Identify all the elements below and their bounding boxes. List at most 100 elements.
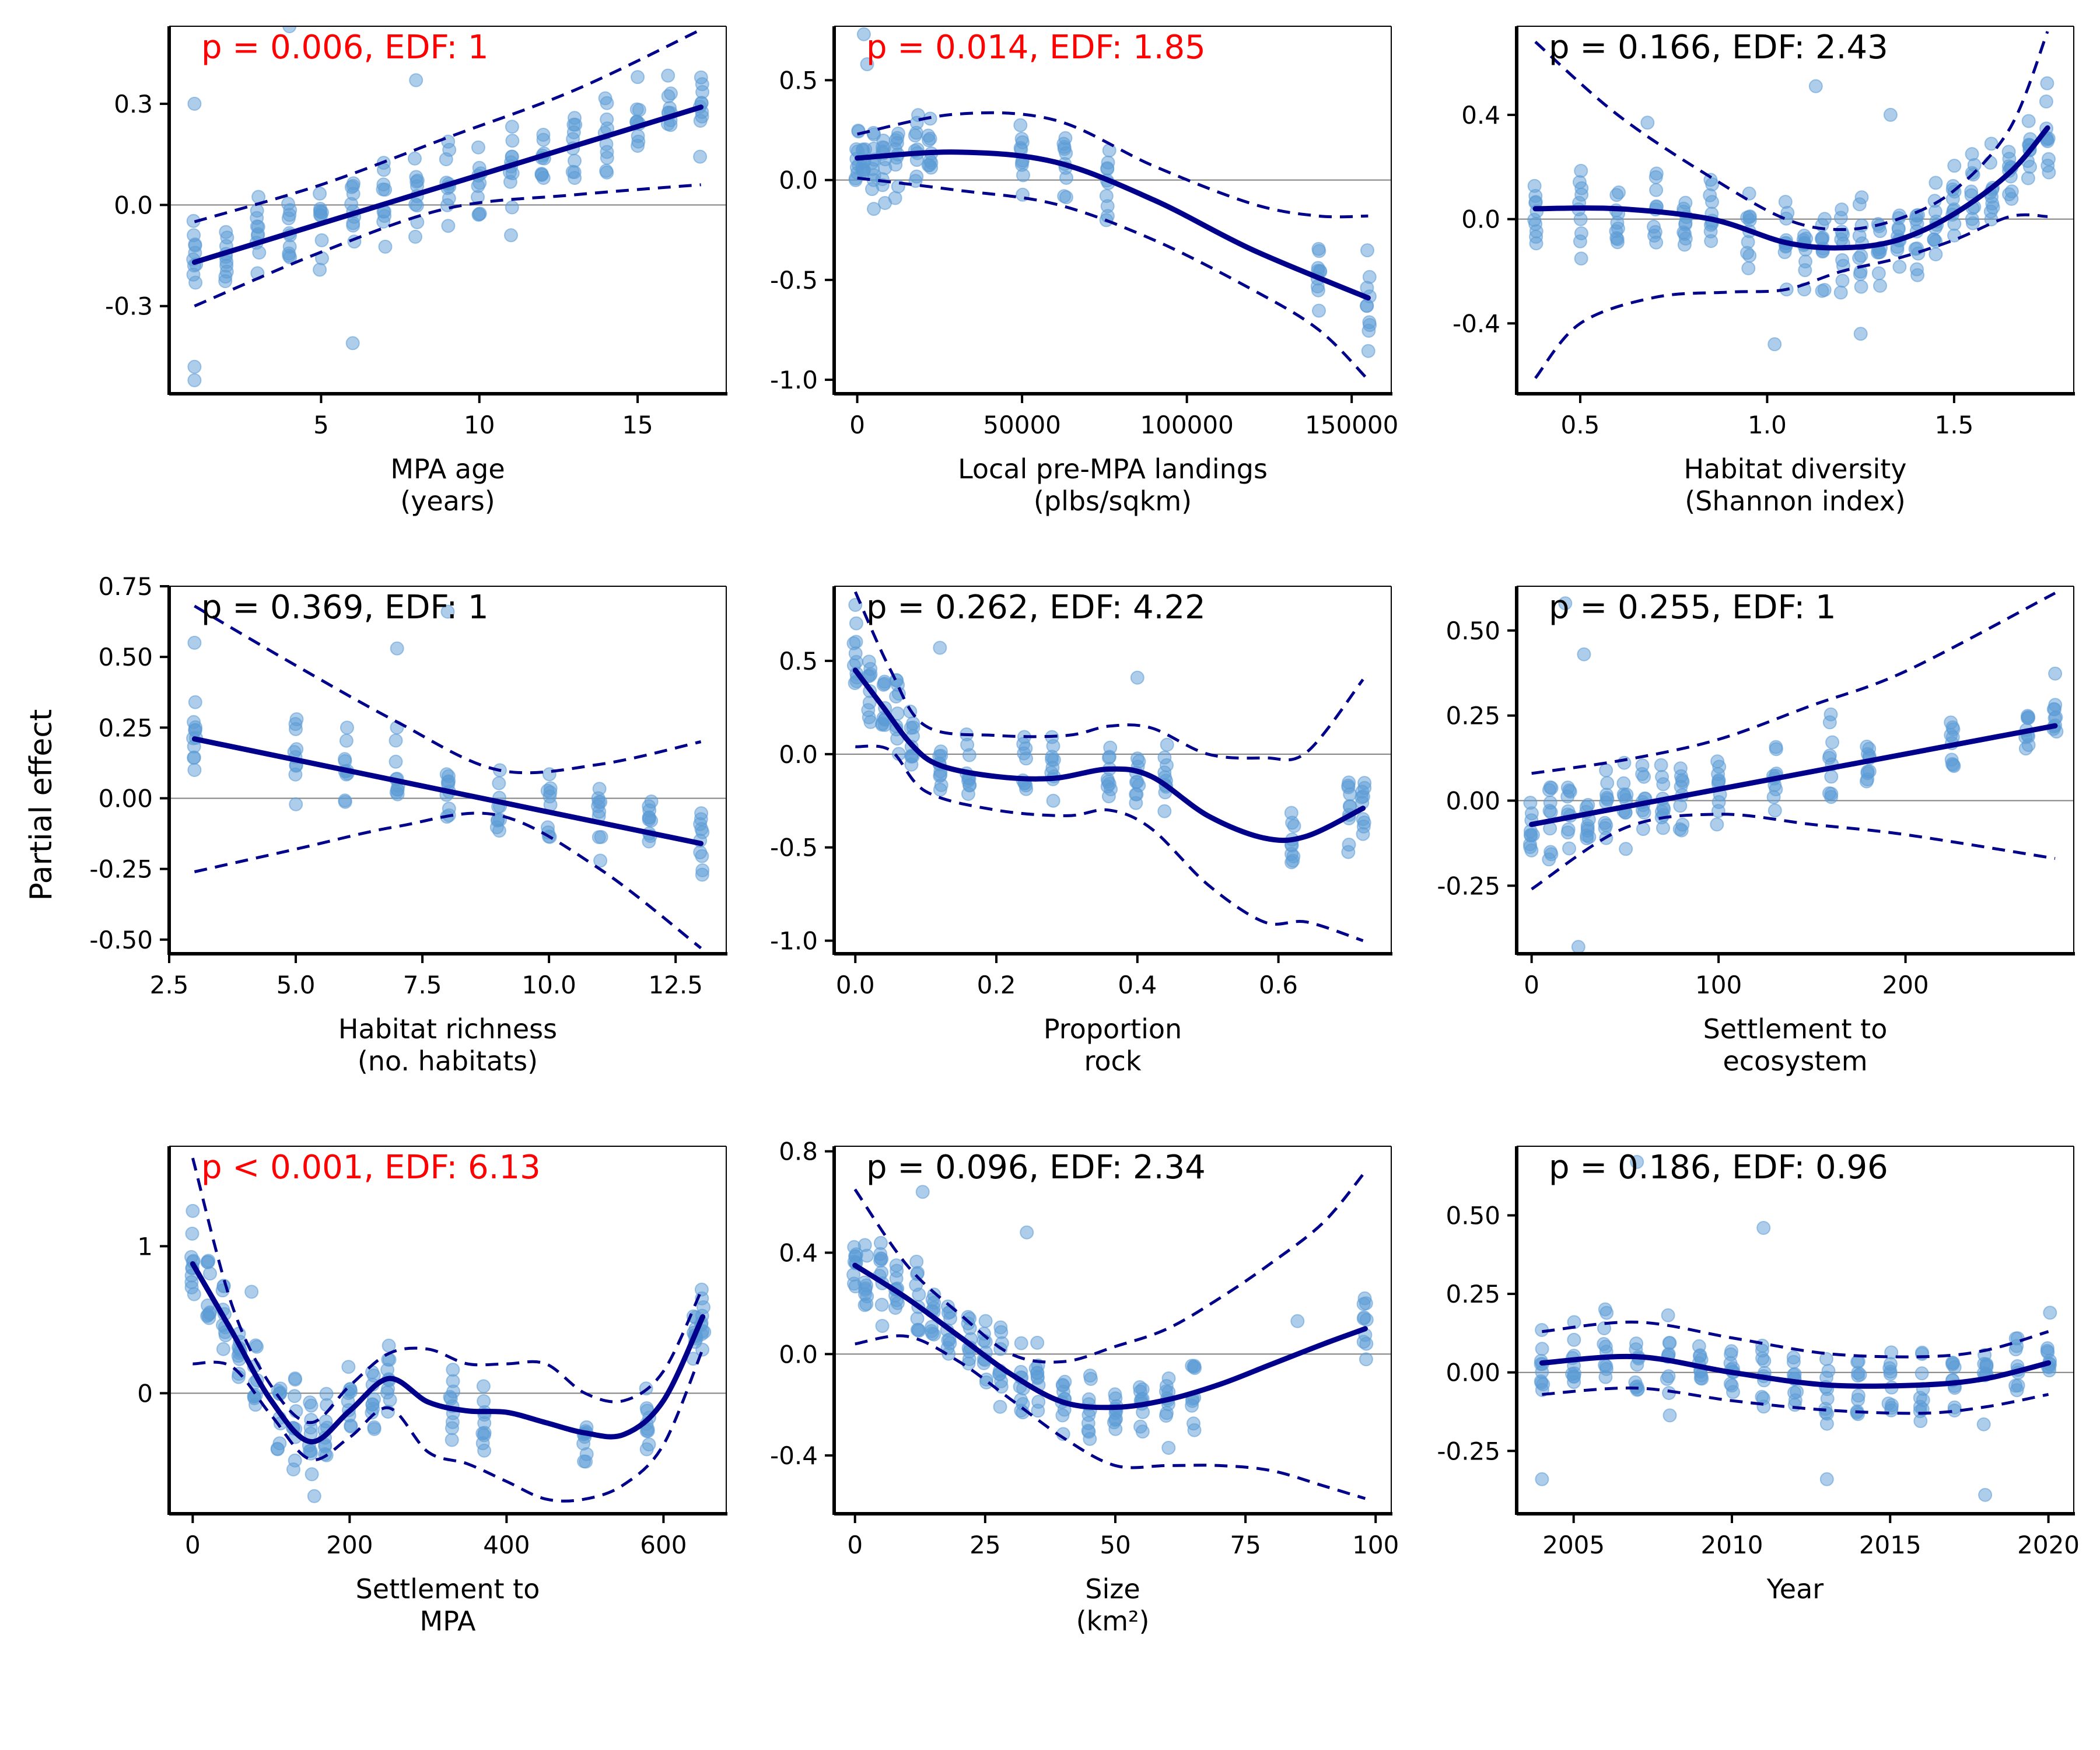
residual-point bbox=[367, 1392, 381, 1406]
residual-point bbox=[693, 845, 708, 860]
residual-point bbox=[632, 103, 646, 117]
residual-point bbox=[1915, 1366, 1929, 1381]
residual-point bbox=[1911, 246, 1926, 261]
residual-point bbox=[187, 635, 202, 650]
residual-point bbox=[1130, 670, 1144, 685]
panel-5: 0.0 0.2 0.4 0.6 -1.0 -0.5 0.0 0.5 Proportionrock… bbox=[770, 586, 1392, 1077]
residual-point bbox=[568, 171, 582, 185]
residual-points bbox=[846, 1185, 1374, 1455]
residual-point bbox=[1883, 1357, 1898, 1371]
residual-point bbox=[865, 162, 880, 176]
panel-3: 0.5 1.0 1.5 -0.4 0.0 0.4 Habitat diversity(Sha… bbox=[1452, 26, 2075, 517]
residual-point bbox=[1944, 728, 1958, 742]
residual-point bbox=[1808, 79, 1823, 93]
y-tick-label: 0.4 bbox=[779, 1238, 818, 1267]
global-y-axis-label: Partial effect bbox=[24, 709, 59, 901]
residual-point bbox=[338, 752, 352, 766]
residual-point bbox=[187, 715, 201, 729]
residual-point bbox=[340, 720, 354, 735]
residual-point bbox=[2021, 710, 2036, 724]
residual-point bbox=[1740, 246, 1754, 260]
residual-point bbox=[1695, 1371, 1709, 1386]
residual-point bbox=[282, 208, 297, 222]
residual-point bbox=[289, 722, 303, 736]
x-tick-label: 2010 bbox=[1701, 1531, 1763, 1559]
residual-point bbox=[927, 1327, 941, 1342]
residual-point bbox=[1108, 1422, 1123, 1436]
residual-point bbox=[593, 794, 608, 809]
residual-point bbox=[1359, 1296, 1373, 1311]
residual-point bbox=[1662, 1408, 1677, 1423]
x-tick-label: 0 bbox=[849, 411, 865, 439]
residual-point bbox=[889, 1258, 904, 1273]
residual-point bbox=[270, 1441, 285, 1456]
residual-point bbox=[1710, 754, 1725, 769]
residual-point bbox=[1661, 1308, 1675, 1322]
residual-point bbox=[1822, 786, 1836, 800]
x-tick-label: 0 bbox=[1524, 971, 1539, 999]
residual-point bbox=[1649, 183, 1664, 197]
x-axis-title: Habitat diversity bbox=[1684, 453, 1906, 485]
residual-point bbox=[380, 1363, 395, 1377]
residual-point bbox=[1160, 1406, 1174, 1420]
y-tick-label: 0.00 bbox=[1446, 1359, 1500, 1387]
residual-point bbox=[1157, 765, 1172, 780]
residual-point bbox=[1883, 107, 1898, 122]
residual-point bbox=[1311, 242, 1326, 256]
residual-point bbox=[1567, 1332, 1581, 1347]
residual-point bbox=[441, 219, 456, 233]
residual-point bbox=[1630, 1382, 1644, 1397]
residual-point bbox=[1871, 245, 1885, 260]
residual-point bbox=[1135, 1424, 1150, 1439]
x-tick-label: 7.5 bbox=[403, 971, 442, 999]
lower-confidence-line bbox=[857, 176, 1370, 381]
y-tick-label: 0.50 bbox=[1446, 617, 1500, 645]
residual-point bbox=[1360, 299, 1374, 313]
residual-point bbox=[289, 797, 303, 811]
residual-point bbox=[288, 1371, 302, 1385]
lower-confidence-line bbox=[194, 183, 701, 308]
y-tick-label: 0.25 bbox=[1446, 1280, 1500, 1308]
residual-point bbox=[303, 1395, 317, 1410]
residual-point bbox=[216, 1342, 230, 1356]
residual-point bbox=[1597, 1337, 1611, 1351]
residual-point bbox=[1188, 1361, 1202, 1376]
residual-point bbox=[1360, 243, 1374, 258]
residual-point bbox=[339, 733, 354, 748]
residual-point bbox=[341, 1394, 355, 1409]
residual-point bbox=[848, 646, 863, 661]
residual-point bbox=[695, 1342, 710, 1357]
residual-point bbox=[1979, 1360, 1994, 1374]
residual-point bbox=[1815, 284, 1829, 298]
residual-point bbox=[1598, 1358, 1612, 1373]
residual-point bbox=[856, 27, 871, 41]
y-tick-label: 0.25 bbox=[98, 713, 153, 742]
residual-point bbox=[390, 641, 404, 656]
residual-point bbox=[1056, 136, 1071, 151]
residual-point bbox=[695, 867, 709, 882]
residual-point bbox=[492, 824, 506, 838]
x-axis-title: Proportion bbox=[1044, 1013, 1182, 1045]
residual-point bbox=[314, 233, 329, 247]
residual-point bbox=[446, 1363, 460, 1377]
residual-point bbox=[961, 787, 975, 801]
residual-point bbox=[441, 134, 456, 149]
residual-point bbox=[188, 695, 202, 709]
p-value-annotation: p = 0.369, EDF: 1 bbox=[201, 589, 489, 626]
residual-point bbox=[1768, 337, 1782, 352]
residual-point bbox=[187, 359, 202, 374]
residual-point bbox=[390, 787, 405, 802]
x-tick-label: 200 bbox=[326, 1531, 373, 1559]
fitted-smooth-line bbox=[855, 149, 1371, 301]
residual-point bbox=[1523, 796, 1538, 810]
x-axis-title: rock bbox=[1084, 1045, 1142, 1077]
residual-point bbox=[905, 749, 920, 764]
residual-point bbox=[1984, 136, 1999, 151]
residual-point bbox=[1824, 769, 1839, 784]
y-tick-label: -1.0 bbox=[770, 927, 818, 956]
residual-point bbox=[443, 1390, 457, 1404]
residual-point bbox=[592, 782, 607, 796]
residual-point bbox=[1654, 758, 1668, 772]
residual-point bbox=[505, 200, 519, 215]
